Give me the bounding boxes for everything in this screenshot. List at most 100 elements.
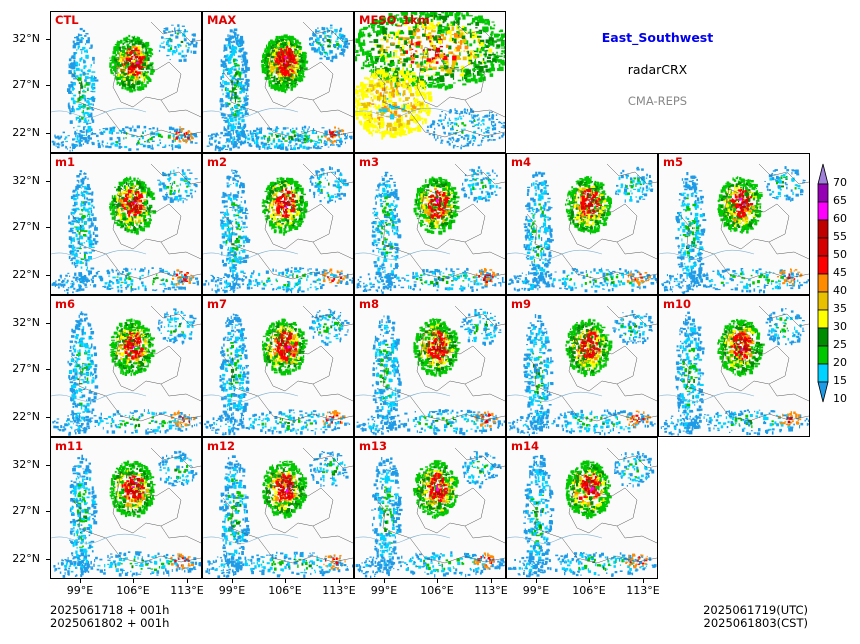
panel-label: m4	[511, 155, 531, 169]
map-panel-m4: m4	[506, 153, 658, 295]
lat-tick	[46, 465, 50, 466]
colorbar-tick-label: 70	[833, 176, 847, 189]
colorbar-tick-label: 40	[833, 284, 847, 297]
lon-tick	[187, 579, 188, 583]
colorbar-segment	[817, 309, 829, 329]
lon-label: 113°E	[626, 584, 660, 597]
colorbar-segment	[817, 327, 829, 347]
colorbar-segment	[817, 201, 829, 221]
panel-label: MESO_1km	[359, 13, 430, 27]
colorbar-tick-label: 20	[833, 356, 847, 369]
map-panel-m12: m12	[202, 437, 354, 579]
map-panel-m14: m14	[506, 437, 658, 579]
colorbar-segment	[817, 273, 829, 293]
panel-label: m9	[511, 297, 531, 311]
map-panel-m11: m11	[50, 437, 202, 579]
panel-label: m12	[207, 439, 235, 453]
colorbar-tick-label: 30	[833, 320, 847, 333]
valid-time-cst: 2025061803(CST)	[703, 616, 809, 630]
lat-tick	[46, 323, 50, 324]
lat-label: 27°N	[12, 78, 40, 91]
lon-tick	[536, 579, 537, 583]
panel-label: m7	[207, 297, 227, 311]
panel-label: MAX	[207, 13, 237, 27]
colorbar-tick-label: 35	[833, 302, 847, 315]
colorbar-tick-label: 60	[833, 212, 847, 225]
colorbar-segment	[817, 345, 829, 365]
lon-label: 113°E	[474, 584, 508, 597]
region-title: East_Southwest	[601, 30, 714, 45]
panel-label: m10	[663, 297, 691, 311]
lat-label: 32°N	[12, 32, 40, 45]
map-panel-m3: m3	[354, 153, 506, 295]
init-time-cst: 2025061802 + 001h	[50, 616, 170, 630]
lat-label: 22°N	[12, 552, 40, 565]
lat-tick	[46, 417, 50, 418]
lat-label: 27°N	[12, 504, 40, 517]
colorbar-segment	[817, 291, 829, 311]
panel-label: m1	[55, 155, 75, 169]
colorbar-tick-label: 50	[833, 248, 847, 261]
colorbar-segment	[817, 255, 829, 275]
colorbar-tick-label: 10	[833, 392, 847, 405]
lat-tick	[46, 85, 50, 86]
lon-label: 99°E	[522, 584, 550, 597]
lon-tick	[232, 579, 233, 583]
colorbar-segment	[817, 163, 829, 185]
variable-title: radarCRX	[627, 62, 688, 77]
lon-tick	[80, 579, 81, 583]
lon-tick	[384, 579, 385, 583]
lon-label: 99°E	[218, 584, 246, 597]
map-panel-m10: m10	[658, 295, 810, 437]
panel-label: CTL	[55, 13, 79, 27]
colorbar-tick-label: 45	[833, 266, 847, 279]
lat-label: 32°N	[12, 174, 40, 187]
map-panel-m2: m2	[202, 153, 354, 295]
panel-label: m5	[663, 155, 683, 169]
colorbar-tick-label: 65	[833, 194, 847, 207]
lat-tick	[46, 227, 50, 228]
colorbar-tick-label: 55	[833, 230, 847, 243]
lon-tick	[589, 579, 590, 583]
lat-label: 32°N	[12, 458, 40, 471]
lat-label: 27°N	[12, 220, 40, 233]
map-panel-ctl: CTL	[50, 11, 202, 153]
lon-tick	[285, 579, 286, 583]
map-panel-m13: m13	[354, 437, 506, 579]
map-panel-m7: m7	[202, 295, 354, 437]
colorbar-segment	[817, 219, 829, 239]
panel-label: m14	[511, 439, 539, 453]
map-panel-max: MAX	[202, 11, 354, 153]
colorbar-segment	[817, 381, 829, 403]
lat-label: 22°N	[12, 410, 40, 423]
colorbar-tick-label: 25	[833, 338, 847, 351]
valid-time: 2025061719(UTC) 2025061803(CST)	[660, 604, 808, 630]
lat-tick	[46, 275, 50, 276]
lat-label: 32°N	[12, 316, 40, 329]
lon-label: 106°E	[572, 584, 606, 597]
colorbar-segment	[817, 183, 829, 203]
colorbar-tick-label: 15	[833, 374, 847, 387]
valid-time-utc: 2025061719(UTC)	[703, 603, 808, 617]
lon-label: 106°E	[116, 584, 150, 597]
lat-label: 22°N	[12, 126, 40, 139]
lon-tick	[339, 579, 340, 583]
lon-label: 106°E	[268, 584, 302, 597]
colorbar	[817, 163, 829, 407]
panel-label: m6	[55, 297, 75, 311]
map-panel-m9: m9	[506, 295, 658, 437]
colorbar-segment	[817, 237, 829, 257]
lon-tick	[491, 579, 492, 583]
init-time-utc: 2025061718 + 001h	[50, 603, 170, 617]
lat-tick	[46, 369, 50, 370]
lon-label: 99°E	[370, 584, 398, 597]
panel-label: m13	[359, 439, 387, 453]
lon-label: 113°E	[170, 584, 204, 597]
lon-tick	[133, 579, 134, 583]
lon-label: 99°E	[66, 584, 94, 597]
lon-label: 106°E	[420, 584, 454, 597]
lat-label: 22°N	[12, 268, 40, 281]
map-panel-m6: m6	[50, 295, 202, 437]
map-panel-m8: m8	[354, 295, 506, 437]
lat-tick	[46, 133, 50, 134]
